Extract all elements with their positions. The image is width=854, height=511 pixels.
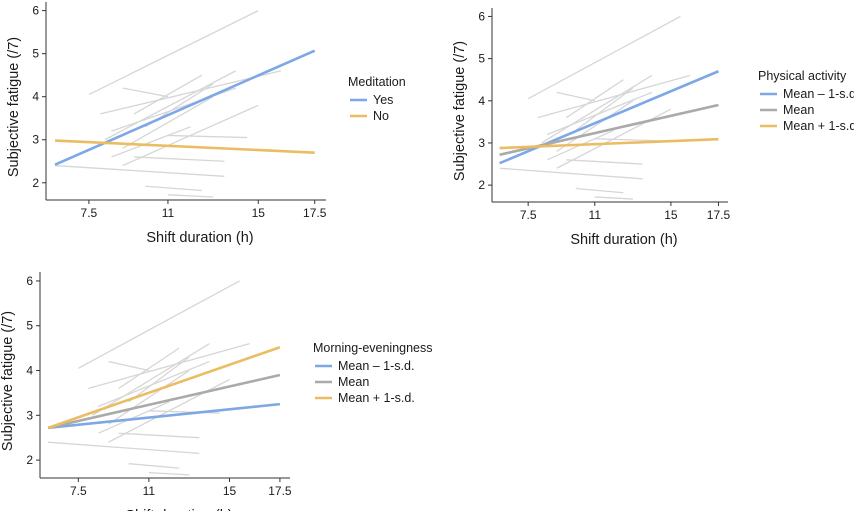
background-line bbox=[133, 74, 203, 115]
background-line bbox=[104, 70, 236, 141]
x-tick-label: 17.5 bbox=[268, 484, 292, 498]
panel-physical-activity: 2 3 4 5 6 7.5 11 15 17.5 Shift duration (h) Subjec… bbox=[452, 8, 854, 248]
x-tick-label: 17.5 bbox=[303, 206, 327, 220]
x-tick-label: 11 bbox=[143, 484, 156, 498]
background-line bbox=[98, 401, 170, 434]
legend-label: Mean + 1-s.d. bbox=[783, 119, 854, 133]
background-line bbox=[575, 87, 634, 131]
y-tick-label: 2 bbox=[32, 176, 39, 190]
background-line bbox=[118, 432, 200, 439]
legend-title: Meditation bbox=[348, 75, 406, 89]
x-tick-label: 7.5 bbox=[81, 206, 98, 220]
background-line bbox=[54, 164, 225, 177]
x-tick-label: 7.5 bbox=[70, 484, 87, 498]
y-axis-title: Subjective fatigue (/7) bbox=[0, 311, 16, 451]
legend-label: Mean bbox=[338, 375, 369, 389]
background-line bbox=[134, 156, 225, 162]
background-line bbox=[92, 343, 210, 416]
x-tick-label: 17.5 bbox=[707, 208, 731, 222]
background-line bbox=[145, 185, 202, 192]
y-tick-label: 5 bbox=[478, 52, 485, 66]
background-line bbox=[167, 134, 247, 139]
y-tick-label: 6 bbox=[26, 274, 33, 288]
legend-label: Mean + 1-s.d. bbox=[338, 391, 415, 405]
background-line bbox=[48, 441, 200, 455]
background-line bbox=[88, 343, 250, 390]
background-line bbox=[111, 126, 191, 158]
legend-label: No bbox=[373, 109, 389, 123]
background-line bbox=[556, 100, 634, 152]
background-line bbox=[77, 280, 240, 369]
y-axis-title: Subjective fatigue (/7) bbox=[452, 41, 468, 181]
x-axis-title: Shift duration (h) bbox=[125, 508, 232, 511]
legend-label: Mean bbox=[783, 103, 814, 117]
legend-title: Physical activity bbox=[758, 69, 847, 83]
background-line bbox=[108, 369, 190, 425]
background-line bbox=[167, 194, 214, 198]
series-line-mean-1-s-d bbox=[47, 402, 281, 430]
background-line bbox=[122, 87, 169, 98]
legend-label: Mean – 1-s.d. bbox=[338, 359, 414, 373]
background-line bbox=[122, 96, 214, 149]
series-line-no bbox=[54, 139, 315, 154]
y-tick-label: 2 bbox=[478, 178, 485, 192]
x-axis-title: Shift duration (h) bbox=[570, 232, 677, 248]
series-line-mean-1-s-d bbox=[47, 346, 281, 430]
series-line-mean bbox=[47, 373, 281, 430]
y-tick-label: 6 bbox=[32, 4, 39, 18]
y-tick-label: 3 bbox=[32, 133, 39, 147]
y-tick-label: 4 bbox=[26, 364, 33, 378]
background-line bbox=[88, 10, 259, 96]
y-tick-label: 4 bbox=[32, 90, 39, 104]
legend-title: Morning-eveningness bbox=[313, 341, 433, 355]
series-line-yes bbox=[54, 49, 316, 166]
background-line bbox=[128, 356, 190, 403]
x-tick-label: 15 bbox=[223, 484, 237, 498]
y-tick-label: 5 bbox=[32, 47, 39, 61]
background-line bbox=[148, 471, 190, 476]
series-line-mean-1-s-d bbox=[499, 137, 719, 150]
y-tick-label: 3 bbox=[478, 136, 485, 150]
background-line bbox=[541, 74, 653, 144]
y-tick-label: 2 bbox=[26, 453, 33, 467]
x-tick-label: 11 bbox=[589, 208, 602, 222]
x-tick-label: 7.5 bbox=[520, 208, 537, 222]
y-tick-label: 3 bbox=[26, 408, 33, 422]
background-line bbox=[565, 79, 624, 119]
background-line bbox=[575, 187, 624, 194]
background-line bbox=[128, 463, 180, 469]
background-line bbox=[556, 91, 595, 102]
legend-label: Yes bbox=[373, 93, 393, 107]
background-line bbox=[566, 159, 643, 165]
background-line bbox=[108, 360, 150, 372]
background-line bbox=[594, 138, 662, 142]
x-tick-label: 15 bbox=[252, 206, 266, 220]
y-tick-label: 4 bbox=[478, 94, 485, 108]
y-axis-title: Subjective fatigue (/7) bbox=[6, 37, 22, 177]
background-line bbox=[118, 347, 180, 389]
x-tick-label: 15 bbox=[664, 208, 678, 222]
legend-label: Mean – 1-s.d. bbox=[783, 87, 854, 101]
panel-meditation: 2 3 4 5 6 7.5 11 15 17.5 Shift duration (h) Subjec… bbox=[6, 2, 406, 246]
x-axis-title: Shift duration (h) bbox=[146, 230, 253, 246]
series-line-mean-1-s-d bbox=[499, 70, 719, 165]
background-line bbox=[499, 167, 643, 180]
background-line bbox=[527, 15, 681, 100]
background-line bbox=[594, 196, 633, 200]
y-tick-label: 6 bbox=[478, 9, 485, 23]
panel-morning-eveningness: 2 3 4 5 6 7.5 11 15 17.5 Shift duration (h) Subjec… bbox=[0, 272, 433, 511]
background-line bbox=[537, 74, 691, 119]
y-tick-label: 5 bbox=[26, 319, 33, 333]
x-tick-label: 11 bbox=[162, 206, 175, 220]
